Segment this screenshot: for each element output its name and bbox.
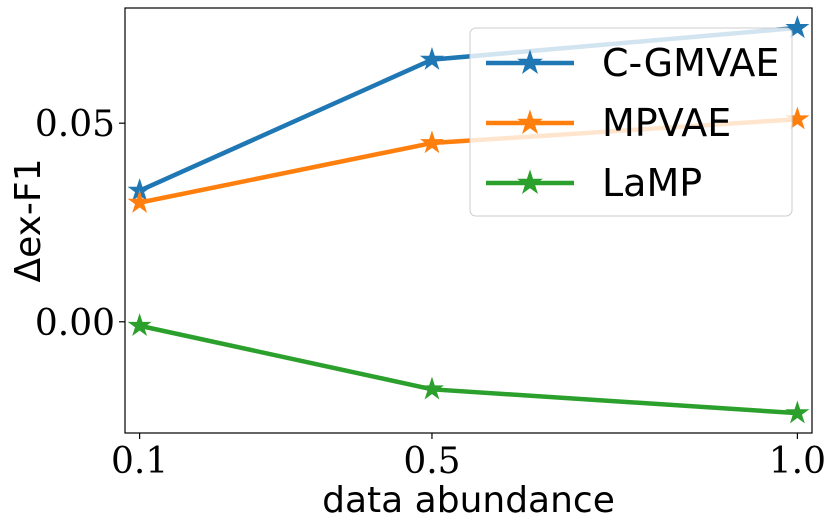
legend-label-mpvae: MPVAE: [602, 101, 731, 145]
y-tick-label: 0.00: [35, 303, 115, 344]
legend-marker-mpvae: [517, 109, 543, 135]
x-tick-label: 0.1: [111, 441, 168, 482]
data-point-lamp-1: [419, 376, 444, 400]
data-point-mpvae-1: [419, 130, 444, 154]
x-axis-label: data abundance: [322, 480, 615, 521]
data-point-lamp-2: [785, 400, 810, 424]
series-line-lamp: [137, 323, 800, 416]
legend-marker-c-gmvae: [517, 49, 543, 75]
legend-label-c-gmvae: C-GMVAE: [602, 41, 779, 85]
legend-box: [469, 27, 793, 217]
legend: C-GMVAE MPVAE LaMP: [469, 27, 793, 217]
x-tick-label: 0.5: [403, 441, 460, 482]
data-point-lamp-0: [127, 313, 152, 336]
legend-marker-lamp: [517, 169, 543, 195]
ticks-layer: 0.1 0.5 1.0 0.00 0.05: [35, 104, 826, 482]
y-axis-label: Δex-F1: [8, 158, 49, 282]
data-point-mpvae-0: [127, 190, 152, 213]
x-tick-label: 1.0: [769, 441, 826, 482]
data-point-c-gmvae-1: [419, 47, 444, 70]
data-point-c-gmvae-2: [785, 15, 810, 39]
plot-frame: [124, 7, 813, 434]
legend-label-lamp: LaMP: [602, 161, 702, 205]
y-tick-label: 0.05: [35, 104, 115, 145]
